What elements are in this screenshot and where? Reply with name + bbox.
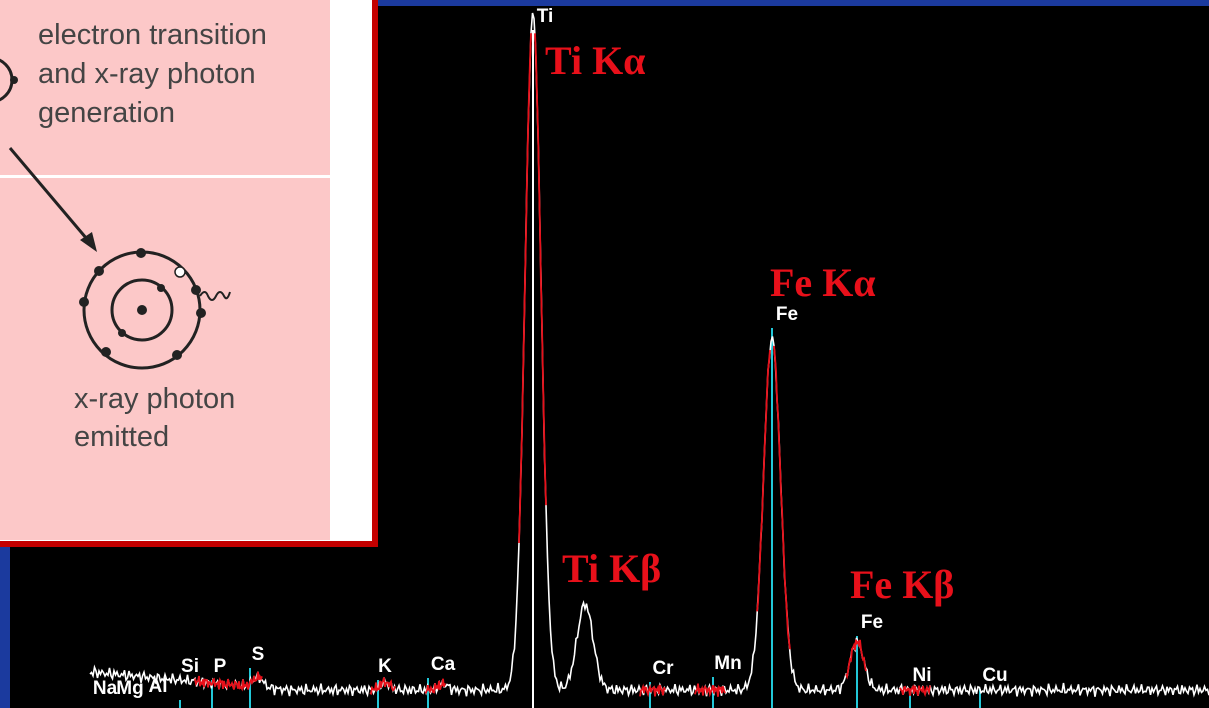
page: electron transition and x-ray photon gen… [0, 0, 1209, 708]
inset-bottom-panel [0, 178, 330, 540]
element-label: K [378, 656, 392, 677]
caption-line: electron transition [38, 19, 267, 51]
element-label: Ti [537, 6, 554, 27]
element-label: S [252, 644, 265, 665]
element-label: Cu [982, 665, 1007, 686]
peak-label: Fe Kβ [850, 562, 954, 607]
electron [10, 76, 18, 84]
caption-line: generation [38, 97, 175, 129]
element-label: Mg [116, 678, 143, 699]
caption-line: emitted [74, 421, 169, 453]
inset: electron transition and x-ray photon gen… [0, 0, 378, 547]
element-label: Mn [714, 653, 741, 674]
element-label: P [214, 656, 227, 677]
element-label: Ca [431, 654, 456, 675]
element-label: Na [93, 678, 118, 699]
element-label: Al [149, 676, 168, 697]
element-label: Fe [861, 612, 883, 633]
peak-label: Ti Kβ [562, 546, 661, 591]
nucleus [137, 305, 147, 315]
vacancy [175, 267, 185, 277]
element-label: Cr [652, 658, 674, 679]
caption-line: x-ray photon [74, 383, 235, 415]
element-label: Si [181, 656, 199, 677]
peak-label: Fe Kα [770, 260, 876, 305]
peak-label: Ti Kα [545, 38, 646, 83]
caption-line: and x-ray photon [38, 58, 256, 90]
element-label: Ni [913, 665, 932, 686]
element-label: Fe [776, 304, 798, 325]
